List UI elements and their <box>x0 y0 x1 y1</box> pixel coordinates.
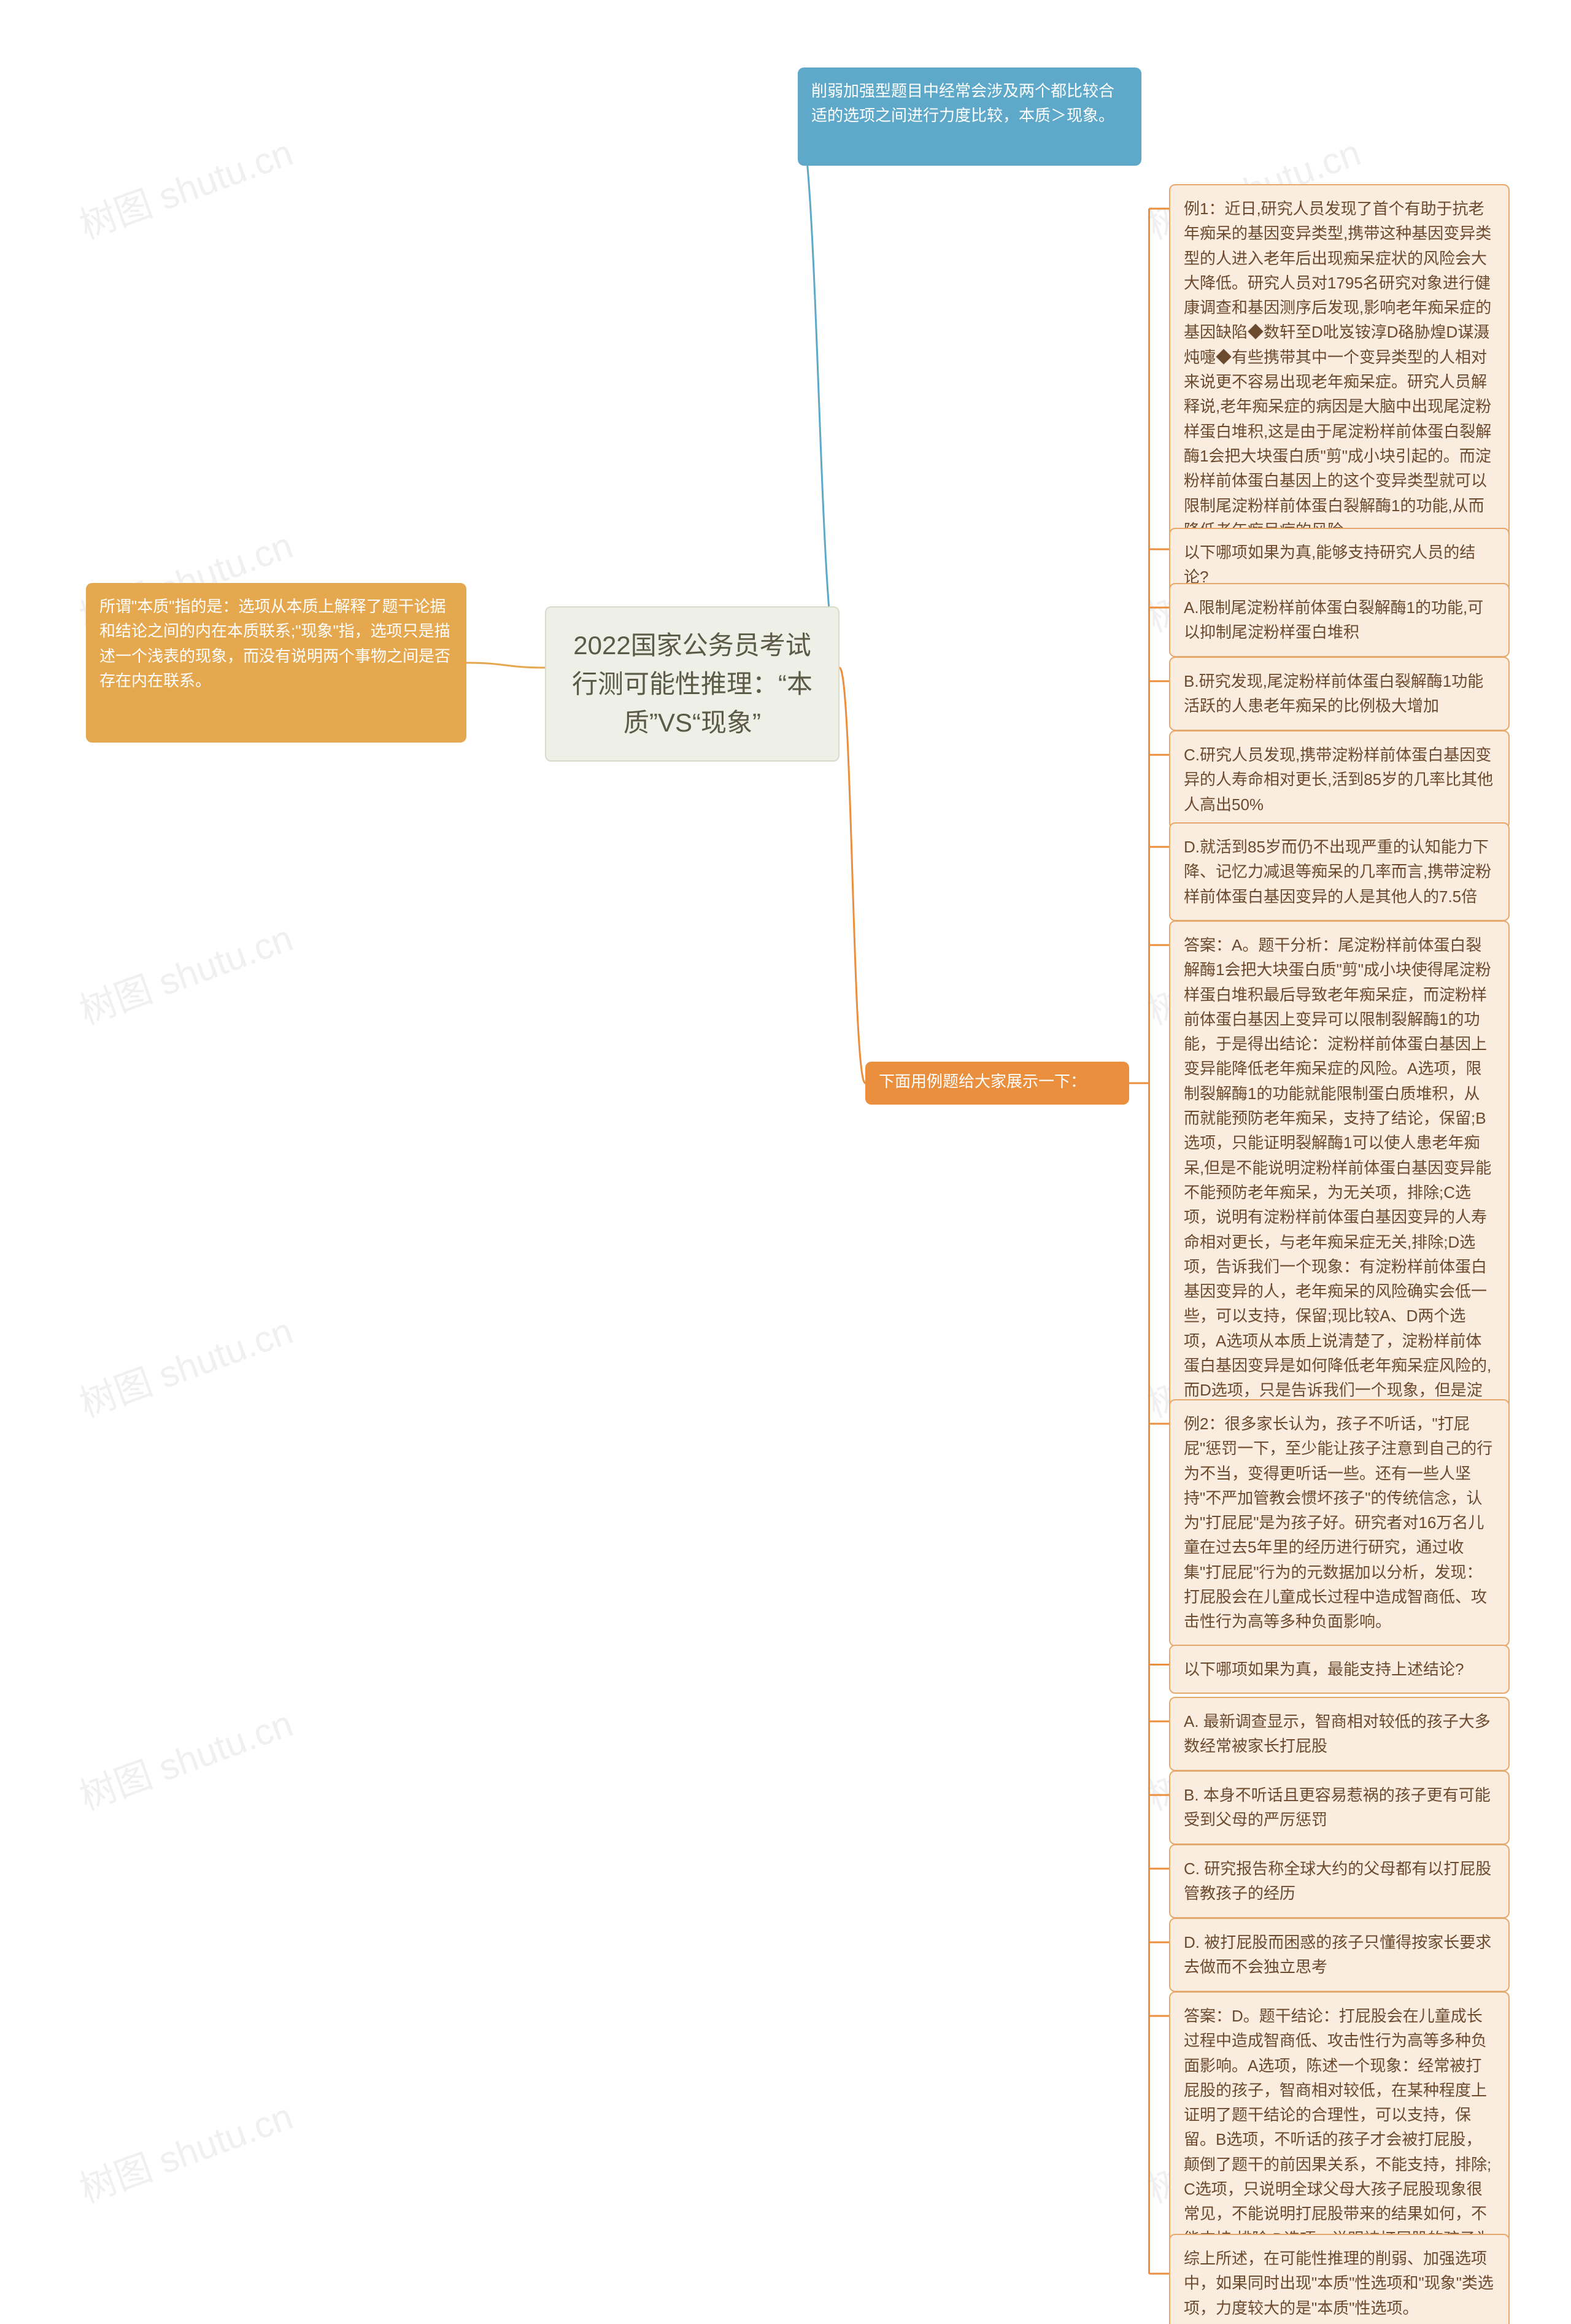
card-ex1_stem: 例1：近日,研究人员发现了首个有助于抗老年痴呆的基因变异类型,携带这种基因变异类… <box>1169 184 1510 555</box>
card-ex1_c: C.研究人员发现,携带淀粉样前体蛋白基因变异的人寿命相对更长,活到85岁的几率比… <box>1169 730 1510 829</box>
edge <box>840 668 865 1083</box>
summary-card: 综上所述，在可能性推理的削弱、加强选项中，如果同时出现"本质"性选项和"现象"类… <box>1169 2234 1510 2324</box>
center-node: 2022国家公务员考试行测可能性推理：“本质”VS“现象” <box>545 606 840 762</box>
card-ex2_stem: 例2：很多家长认为，孩子不听话，"打屁屁"惩罚一下，至少能让孩子注意到自己的行为… <box>1169 1399 1510 1646</box>
edge <box>798 117 840 668</box>
card-ex1_d: D.就活到85岁而仍不出现严重的认知能力下降、记忆力减退等痴呆的几率而言,携带淀… <box>1169 822 1510 921</box>
watermark: 树图 shutu.cn <box>71 123 299 249</box>
blue-rule-node: 削弱加强型题目中经常会涉及两个都比较合适的选项之间进行力度比较，本质＞现象。 <box>798 68 1141 166</box>
left-definition-node: 所谓"本质"指的是：选项从本质上解释了题干论据和结论之间的内在本质联系;"现象"… <box>86 583 466 743</box>
watermark: 树图 shutu.cn <box>71 1694 299 1820</box>
card-ex2_a: A. 最新调查显示，智商相对较低的孩子大多数经常被家长打屁股 <box>1169 1697 1510 1771</box>
edge <box>466 663 545 668</box>
card-ex2_b: B. 本身不听话且更容易惹祸的孩子更有可能受到父母的严厉惩罚 <box>1169 1770 1510 1845</box>
watermark: 树图 shutu.cn <box>71 1301 299 1427</box>
card-ex1_b: B.研究发现,尾淀粉样前体蛋白裂解酶1功能活跃的人患老年痴呆的比例极大增加 <box>1169 657 1510 731</box>
orange-examples-node: 下面用例题给大家展示一下： <box>865 1062 1129 1105</box>
card-ex2_d: D. 被打屁股而困惑的孩子只懂得按家长要求去做而不会独立思考 <box>1169 1918 1510 1992</box>
card-ex2_c: C. 研究报告称全球大约的父母都有以打屁股管教孩子的经历 <box>1169 1844 1510 1918</box>
card-ex2_q: 以下哪项如果为真，最能支持上述结论? <box>1169 1645 1510 1694</box>
watermark: 树图 shutu.cn <box>71 908 299 1035</box>
card-ex1_a: A.限制尾淀粉样前体蛋白裂解酶1的功能,可以抑制尾淀粉样蛋白堆积 <box>1169 583 1510 657</box>
watermark: 树图 shutu.cn <box>71 2087 299 2213</box>
